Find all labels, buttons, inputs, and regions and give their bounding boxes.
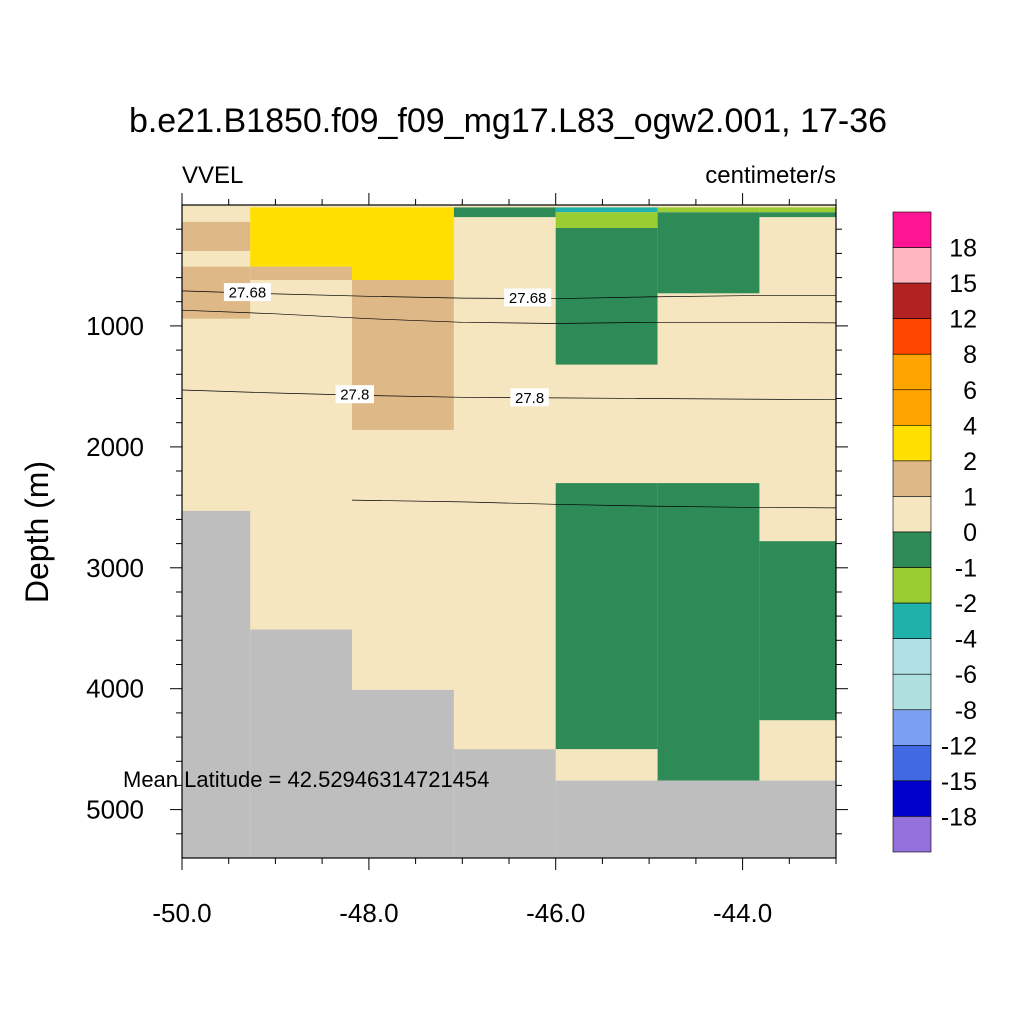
heatmap-cell bbox=[555, 483, 658, 750]
heatmap-cell bbox=[182, 251, 251, 267]
contour-label-bg bbox=[510, 388, 549, 407]
colorbar-swatch bbox=[892, 638, 932, 675]
colorbar-label: 4 bbox=[963, 412, 977, 440]
contour-line bbox=[181, 389, 837, 401]
x-tick-label: -46.0 bbox=[526, 898, 585, 928]
heatmap-cell bbox=[657, 207, 760, 213]
colorbar-label: -8 bbox=[955, 697, 977, 725]
colorbar-swatch bbox=[892, 567, 932, 604]
heatmap-cell bbox=[657, 212, 760, 294]
colorbar-label: 15 bbox=[949, 270, 977, 298]
colorbar-swatch bbox=[892, 673, 932, 711]
colorbar-label: 2 bbox=[963, 448, 977, 476]
colorbar-swatch bbox=[892, 425, 932, 462]
colorbar-label: 8 bbox=[963, 341, 977, 369]
colorbar-label: -6 bbox=[955, 661, 977, 689]
colorbar-label: 0 bbox=[963, 519, 977, 547]
colorbar-label: 18 bbox=[949, 235, 977, 263]
contour-labels: 27.68 27.68 27.8 27.8 bbox=[223, 283, 552, 407]
heatmap-cell bbox=[555, 207, 658, 213]
heatmap-cell bbox=[657, 483, 760, 781]
colorbar-swatch bbox=[892, 709, 932, 746]
x-tick-label: -50.0 bbox=[152, 898, 211, 928]
colorbar-label: -4 bbox=[955, 626, 977, 654]
land-cell bbox=[352, 689, 454, 858]
heatmap-cell bbox=[182, 221, 251, 251]
density-contours bbox=[181, 290, 837, 509]
x-tick-label: -44.0 bbox=[713, 898, 772, 928]
y-tick-label: 2000 bbox=[86, 432, 144, 462]
heatmap-cell bbox=[352, 280, 454, 430]
contour-label-bg bbox=[335, 385, 374, 404]
x-tick-label: -48.0 bbox=[339, 898, 398, 928]
y-tick-label: 5000 bbox=[86, 795, 144, 825]
y-tick-label: 3000 bbox=[86, 553, 144, 583]
colorbar-label: -1 bbox=[955, 555, 977, 583]
heatmap-cells bbox=[182, 205, 836, 858]
colorbar-swatch bbox=[892, 389, 932, 426]
land-cell bbox=[182, 510, 251, 858]
land-cell bbox=[250, 629, 352, 858]
heatmap-cell bbox=[759, 541, 836, 721]
colorbar-swatch bbox=[892, 211, 932, 248]
contour-label-bg bbox=[504, 288, 552, 307]
heatmap-cell bbox=[182, 207, 251, 222]
contour-label: 27.68 bbox=[509, 290, 547, 307]
y-tick-label: 1000 bbox=[86, 311, 144, 341]
colorbar-swatch bbox=[892, 531, 932, 568]
colorbar-label: -12 bbox=[941, 732, 977, 760]
heatmap-cell bbox=[555, 228, 658, 365]
colorbar-swatch bbox=[892, 460, 932, 497]
colorbar-label: 6 bbox=[963, 377, 977, 405]
contour-label: 27.8 bbox=[340, 387, 369, 404]
heatmap-cell bbox=[555, 212, 658, 228]
colorbar-label: 12 bbox=[949, 306, 977, 334]
heatmap-cell bbox=[453, 207, 556, 218]
right-subtitle: centimeter/s bbox=[705, 162, 836, 189]
colorbar-swatch bbox=[892, 780, 932, 817]
y-tick-label: 4000 bbox=[86, 674, 144, 704]
heatmap-cell bbox=[759, 212, 836, 218]
land-cell bbox=[555, 780, 836, 858]
chart-title: b.e21.B1850.f09_f09_mg17.L83_ogw2.001, 1… bbox=[129, 102, 887, 140]
colorbar-swatch bbox=[892, 353, 932, 391]
land-cell bbox=[453, 749, 556, 858]
x-tick-labels: -50.0 -48.0 -46.0 -44.0 bbox=[152, 898, 772, 928]
colorbar-label: 1 bbox=[963, 483, 977, 511]
left-subtitle: VVEL bbox=[182, 162, 243, 189]
axis-ticks bbox=[170, 193, 848, 870]
colorbar-swatch bbox=[892, 282, 932, 319]
mean-latitude-annotation: Mean Latitude = 42.52946314721454 bbox=[123, 767, 489, 792]
colorbar-swatch bbox=[892, 247, 932, 284]
colorbar-swatch bbox=[892, 496, 932, 533]
heatmap-cell bbox=[759, 207, 836, 213]
colorbar-swatch bbox=[892, 745, 932, 782]
heatmap-cell bbox=[352, 266, 454, 280]
colorbar-label: -15 bbox=[941, 768, 977, 796]
colorbar-swatch bbox=[892, 816, 932, 853]
colorbar-label: -18 bbox=[941, 803, 977, 831]
contour-label: 27.68 bbox=[229, 285, 267, 302]
colorbar-label: -2 bbox=[955, 590, 977, 618]
contour-line bbox=[351, 499, 837, 509]
colorbar-swatch bbox=[892, 602, 932, 639]
colorbar-swatch bbox=[892, 318, 932, 355]
y-axis-label: Depth (m) bbox=[19, 461, 55, 603]
contour-label: 27.8 bbox=[515, 390, 544, 407]
y-tick-labels: 1000 2000 3000 4000 5000 bbox=[86, 311, 144, 825]
heatmap-cell bbox=[250, 207, 352, 267]
colorbar: 18 15 12 8 6 4 2 1 0 -1 -2 -4 -6 -8 -12 -15 -18 bbox=[892, 211, 977, 853]
contour-label-bg bbox=[223, 283, 271, 302]
contour-line bbox=[181, 309, 837, 324]
heatmap-cell bbox=[250, 266, 352, 280]
